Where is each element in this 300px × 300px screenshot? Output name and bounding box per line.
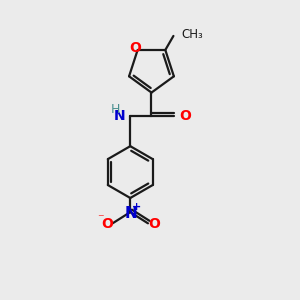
Text: CH₃: CH₃ [182, 28, 203, 41]
Text: O: O [179, 109, 191, 122]
Text: N: N [124, 206, 137, 221]
Text: H: H [111, 103, 120, 116]
Text: ⁻: ⁻ [97, 212, 104, 225]
Text: O: O [148, 218, 160, 232]
Text: O: O [129, 40, 141, 55]
Text: N: N [114, 109, 125, 122]
Text: O: O [101, 218, 113, 232]
Text: +: + [132, 202, 141, 212]
